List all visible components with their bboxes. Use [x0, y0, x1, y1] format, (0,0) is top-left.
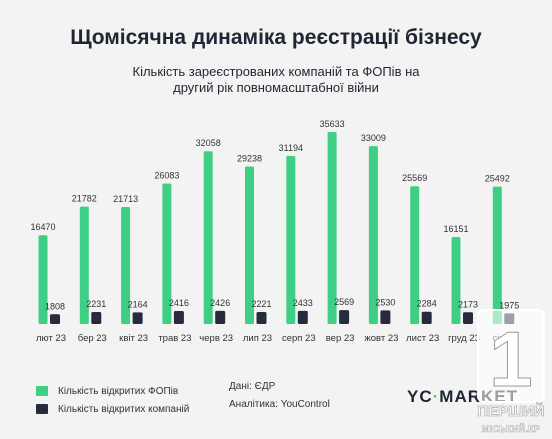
data-label-fop: 26083 [154, 170, 179, 180]
data-label-company: 1975 [499, 300, 519, 310]
watermark-frame [477, 309, 545, 403]
data-source: Дані: ЄДР [229, 381, 276, 392]
brand-prefix: YC [407, 387, 433, 406]
data-label-company: 2433 [293, 298, 313, 308]
data-label-company: 2231 [86, 299, 106, 309]
x-tick-label: серп 23 [282, 333, 316, 344]
bar-company [173, 310, 184, 324]
source-notes: Дані: ЄДР Аналітика: YouControl [229, 382, 330, 418]
bar-company [463, 312, 473, 324]
legend-item-fop: Кількість відкритих ФОПів [36, 382, 189, 400]
data-label-fop: 16151 [443, 224, 468, 234]
bar-fop [162, 183, 172, 324]
bar-company [380, 310, 391, 324]
data-label-fop: 25569 [402, 173, 427, 183]
brand-dot: · [432, 387, 440, 406]
data-label-company: 2416 [169, 298, 189, 308]
legend-swatch-fop [36, 386, 48, 396]
x-tick-label: лют 23 [36, 333, 66, 344]
bar-company [421, 311, 432, 324]
legend-label-company: Кількість відкритих компаній [58, 403, 190, 415]
bar-fop [492, 186, 502, 324]
legend-item-company: Кількість відкритих компаній [36, 400, 189, 418]
x-tick-label: лип 23 [243, 333, 272, 344]
bar-fop [451, 236, 461, 324]
x-tick-label: трав 23 [158, 333, 191, 344]
bar-fop [121, 206, 131, 324]
bar-fop [203, 151, 213, 324]
x-tick-label: груд 23 [448, 333, 480, 344]
subtitle-line-1: Кількість зареєстрованих компаній та ФОП… [132, 64, 420, 79]
watermark-line-2: МІСЬКИЙ.КР [482, 423, 541, 435]
bar-fop [327, 131, 337, 324]
x-tick-label: лист 23 [406, 333, 439, 344]
data-label-company: 2530 [375, 297, 395, 307]
bar-company [91, 311, 102, 324]
bar-fop [79, 206, 89, 324]
chart-legend: Кількість відкритих ФОПів Кількість відк… [36, 382, 189, 418]
watermark-digit: 1 [489, 315, 532, 403]
bar-fop [245, 166, 254, 324]
bar-fop [286, 155, 296, 324]
legend-label-fop: Кількість відкритих ФОПів [58, 385, 179, 397]
data-label-company: 2221 [251, 299, 271, 309]
chart-subtitle: Кількість зареєстрованих компаній та ФОП… [0, 64, 552, 96]
data-label-fop: 16470 [30, 222, 55, 232]
data-label-company: 2284 [417, 299, 437, 309]
bar-company [297, 310, 308, 324]
watermark-logo: 1 ПЕРШИЙ МІСЬКИЙ.КР [477, 309, 545, 435]
bar-company [132, 312, 143, 324]
watermark-line-1: ПЕРШИЙ [477, 402, 544, 420]
x-tick-label: бер 23 [78, 333, 107, 344]
x-tick-label: квіт 23 [119, 333, 148, 344]
bar-company [339, 310, 350, 324]
data-label-fop: 21782 [72, 194, 97, 204]
data-label-fop: 33009 [361, 133, 386, 143]
bar-fop [368, 146, 378, 324]
bar-company [215, 310, 226, 324]
legend-swatch-company [36, 404, 48, 414]
x-tick-label: черв 23 [199, 333, 233, 344]
data-label-company: 1808 [45, 301, 65, 311]
bar-fop [410, 186, 420, 324]
data-label-company: 2426 [210, 298, 230, 308]
data-label-fop: 29238 [237, 153, 262, 163]
subtitle-line-2: другий рік повномасштабної війни [173, 80, 379, 95]
data-label-fop: 32058 [196, 138, 221, 148]
data-label-company: 2173 [458, 299, 478, 309]
bar-company [256, 312, 267, 324]
data-label-fop: 25492 [485, 174, 510, 184]
bar-fop [38, 235, 48, 324]
chart-title: Щомісячна динаміка реєстрації бізнесу [70, 26, 482, 49]
x-tick-label: жовт 23 [364, 333, 398, 344]
data-label-company: 2569 [334, 297, 354, 307]
bar-company [50, 314, 60, 324]
data-label-fop: 31194 [279, 143, 303, 153]
analytics-credit: Аналітика: YouControl [229, 399, 330, 410]
data-label-fop: 35633 [320, 119, 345, 129]
data-label-fop: 21713 [113, 194, 138, 204]
x-tick-label: вер 23 [326, 333, 355, 344]
data-label-company: 2164 [128, 299, 148, 309]
